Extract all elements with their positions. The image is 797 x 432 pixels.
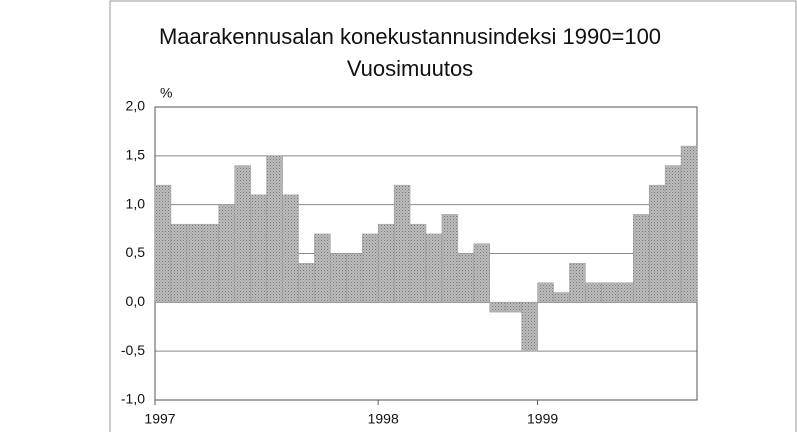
chart-subtitle: Vuosimuutos (347, 56, 473, 81)
bar (409, 223, 427, 303)
bar (489, 302, 506, 313)
chart-frame (109, 0, 797, 432)
bar (521, 302, 538, 352)
bar (154, 184, 172, 303)
bar (346, 253, 363, 303)
y-tick-label: 2,0 (126, 98, 146, 114)
bar (170, 223, 188, 303)
bar (505, 302, 522, 313)
bar (680, 145, 698, 303)
bar (585, 282, 602, 303)
bar (425, 233, 443, 303)
bar (569, 263, 586, 303)
bar (617, 282, 634, 303)
bar (457, 253, 475, 303)
bar (648, 184, 666, 303)
bar (266, 155, 283, 303)
y-tick-label: 1,0 (126, 195, 146, 211)
y-tick-label: -0,5 (121, 342, 145, 358)
bar (298, 263, 315, 303)
bar (361, 233, 379, 303)
y-tick-label: 0,0 (126, 293, 146, 309)
y-tick-label: -1,0 (121, 391, 145, 407)
x-tick-label: 1999 (527, 411, 558, 427)
bar (330, 253, 347, 303)
y-tick-label: 0,5 (126, 244, 146, 260)
x-tick-label: 1998 (368, 411, 399, 427)
y-tick-label: 1,5 (126, 147, 146, 163)
bar (537, 282, 554, 303)
bar (441, 214, 459, 303)
bar (601, 282, 618, 303)
bar (393, 184, 411, 303)
bar (664, 165, 682, 303)
bar (234, 165, 251, 303)
y-axis-label: % (160, 85, 172, 101)
bar (314, 233, 331, 303)
bar (553, 292, 570, 303)
bar (473, 243, 491, 303)
bar (377, 223, 395, 303)
bar (250, 194, 267, 303)
x-tick-label: 1997 (144, 411, 175, 427)
bar (202, 223, 220, 303)
bar (632, 214, 650, 303)
bar (282, 194, 299, 303)
chart-title: Maarakennusalan konekustannusindeksi 199… (159, 24, 661, 49)
bar (186, 223, 204, 303)
bar (218, 204, 235, 303)
